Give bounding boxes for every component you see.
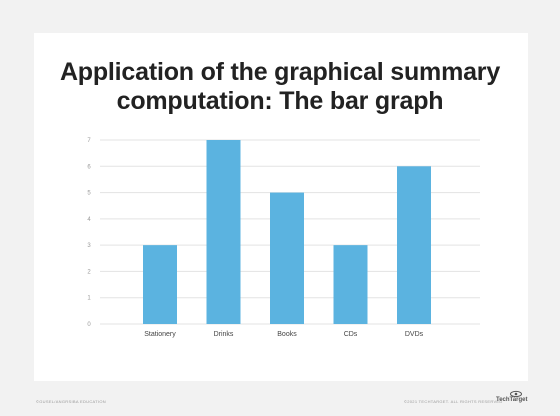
x-tick-label: Stationery bbox=[144, 331, 176, 338]
bar bbox=[270, 192, 304, 324]
y-tick-label: 0 bbox=[87, 322, 91, 328]
chart-title-line-1: Application of the graphical summary bbox=[59, 58, 501, 86]
bar bbox=[397, 166, 431, 324]
y-tick-label: 4 bbox=[87, 217, 91, 223]
x-tick-label: Drinks bbox=[214, 331, 234, 338]
bar bbox=[206, 140, 241, 324]
y-tick-label: 2 bbox=[87, 269, 91, 275]
copyright-notice: ©2021 TECHTARGET. ALL RIGHTS RESERVED bbox=[404, 399, 503, 404]
x-tick-label: DVDs bbox=[405, 331, 424, 338]
y-tick-label: 3 bbox=[87, 243, 91, 249]
logo-wordmark: TechTarget bbox=[496, 397, 528, 403]
bar bbox=[143, 245, 177, 324]
y-tick-label: 7 bbox=[87, 138, 91, 144]
logo-eye-icon bbox=[510, 390, 522, 398]
y-tick-label: 1 bbox=[87, 296, 91, 302]
techtarget-logo: TechTarget bbox=[496, 390, 530, 410]
chart-title: Application of the graphical summary com… bbox=[0, 58, 560, 116]
x-tick-label: CDs bbox=[344, 331, 358, 338]
chart-title-line-2: computation: The bar graph bbox=[116, 87, 444, 115]
bar bbox=[333, 245, 368, 324]
y-tick-label: 6 bbox=[87, 164, 91, 170]
x-tick-label: Books bbox=[277, 331, 297, 338]
image-credit: ©GUSEL/ANGRSIBA EDUCATION bbox=[36, 399, 106, 404]
y-tick-label: 5 bbox=[87, 191, 91, 197]
